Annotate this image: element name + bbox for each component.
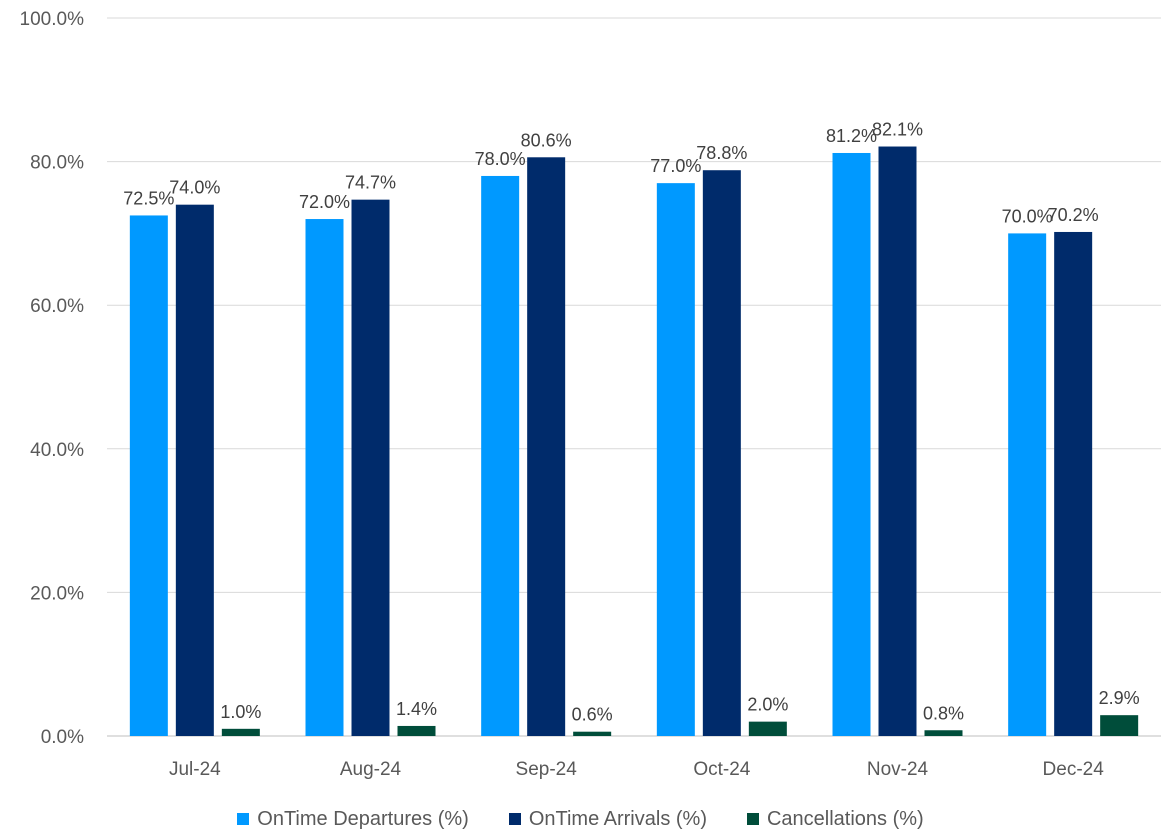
data-label: 72.0% xyxy=(299,192,350,212)
bar xyxy=(832,152,871,736)
y-tick-label: 100.0% xyxy=(20,9,85,30)
y-tick-label: 80.0% xyxy=(30,153,84,174)
bar xyxy=(656,183,695,736)
data-label: 2.9% xyxy=(1099,688,1140,708)
data-label: 2.0% xyxy=(747,695,788,715)
data-label: 0.8% xyxy=(923,703,964,723)
bar xyxy=(1100,715,1139,736)
legend-item-departures: OnTime Departures (%) xyxy=(237,808,469,831)
bar xyxy=(481,175,520,736)
y-tick-label: 0.0% xyxy=(41,727,84,748)
legend-label-departures: OnTime Departures (%) xyxy=(257,807,469,830)
legend: OnTime Departures (%) OnTime Arrivals (%… xyxy=(0,804,1161,834)
legend-item-arrivals: OnTime Arrivals (%) xyxy=(508,807,707,831)
data-label: 74.0% xyxy=(169,178,220,198)
bar xyxy=(351,199,390,737)
legend-label-arrivals: OnTime Arrivals (%) xyxy=(528,807,707,830)
bar xyxy=(305,219,344,737)
bar xyxy=(1008,233,1047,736)
bar xyxy=(573,731,612,736)
y-tick-label: 20.0% xyxy=(30,583,84,604)
bar xyxy=(221,728,260,736)
legend-swatch-cancellations xyxy=(746,813,759,825)
y-tick-label: 60.0% xyxy=(30,296,84,317)
legend-swatch-departures xyxy=(237,813,250,825)
data-label: 72.5% xyxy=(123,188,174,208)
bar xyxy=(129,215,168,736)
x-tick-label: Aug-24 xyxy=(340,759,402,780)
data-label: 70.2% xyxy=(1048,205,1099,225)
bar xyxy=(527,157,566,737)
data-label: 74.7% xyxy=(345,173,396,193)
data-label: 1.0% xyxy=(220,702,261,722)
x-tick-label: Jul-24 xyxy=(169,759,221,780)
x-tick-label: Dec-24 xyxy=(1043,759,1105,780)
bar xyxy=(1054,231,1093,737)
bar xyxy=(175,204,214,736)
data-label: 0.6% xyxy=(572,705,613,725)
x-tick-label: Sep-24 xyxy=(516,759,578,780)
bar-chart-svg: 0.0% 20.0% 40.0% 60.0% 80.0% 100.0% 72.5%74.0%… xyxy=(20,9,1161,780)
bar xyxy=(748,721,787,736)
x-tick-label: Nov-24 xyxy=(867,759,929,780)
data-label: 81.2% xyxy=(826,126,877,146)
y-tick-label: 40.0% xyxy=(30,440,84,461)
data-label: 80.6% xyxy=(521,130,572,150)
legend-label-cancellations: Cancellations (%) xyxy=(766,807,924,830)
data-label: 70.0% xyxy=(1002,206,1053,226)
data-label: 82.1% xyxy=(872,120,923,140)
data-label: 78.8% xyxy=(696,143,747,163)
bar xyxy=(924,730,963,736)
x-tick-label: Oct-24 xyxy=(693,759,750,780)
data-label: 77.0% xyxy=(650,156,701,176)
legend-item-cancellations: Cancellations (%) xyxy=(746,807,924,831)
legend-swatch-arrivals xyxy=(508,813,521,825)
bar xyxy=(702,170,741,736)
data-label: 1.4% xyxy=(396,699,437,719)
bar xyxy=(397,725,436,736)
data-label: 78.0% xyxy=(475,149,526,169)
bar xyxy=(878,146,917,737)
